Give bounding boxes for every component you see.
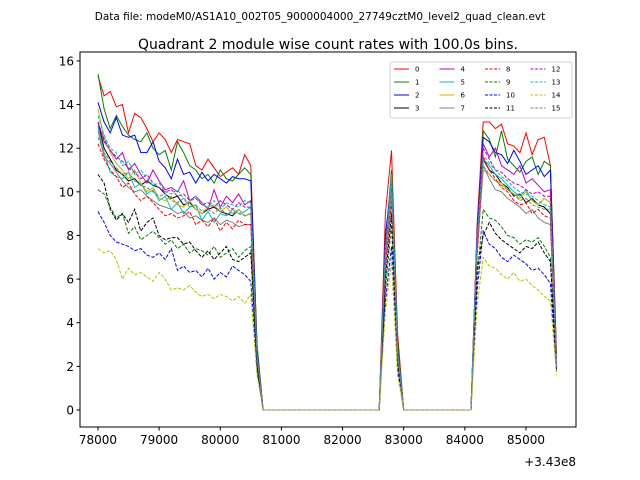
series-line-5 [97, 126, 558, 411]
legend-label-15: 15 [552, 105, 561, 113]
legend-label-4: 4 [461, 66, 466, 74]
x-tick-label: 81000 [262, 433, 300, 447]
series-line-12 [97, 121, 558, 411]
y-tick-label: 16 [59, 54, 74, 68]
x-tick-label: 80000 [201, 433, 239, 447]
legend-label-0: 0 [415, 66, 419, 74]
series-line-11 [97, 174, 558, 411]
series-line-4 [97, 121, 558, 411]
x-axis: 78000 79000 80000 81000 82000 83000 84000 85000 [79, 427, 545, 447]
legend-label-9: 9 [506, 79, 510, 87]
series-line-8 [97, 143, 558, 411]
x-tick-label: 85000 [507, 433, 545, 447]
legend-label-10: 10 [506, 92, 515, 100]
legend-label-7: 7 [461, 105, 465, 113]
y-axis: 0 2 4 6 8 10 12 14 16 [59, 54, 80, 417]
legend-label-5: 5 [461, 79, 465, 87]
x-tick-label: 83000 [385, 433, 423, 447]
series-line-14 [97, 248, 558, 411]
series-line-1 [97, 73, 558, 411]
legend-label-2: 2 [415, 92, 419, 100]
series-lines [97, 73, 558, 411]
series-line-10 [97, 211, 558, 411]
legend-label-14: 14 [552, 92, 561, 100]
y-tick-label: 8 [66, 229, 74, 243]
legend-box [389, 61, 573, 119]
x-tick-label: 82000 [323, 433, 361, 447]
legend-label-6: 6 [461, 92, 466, 100]
x-tick-label: 84000 [446, 433, 484, 447]
legend-label-13: 13 [552, 79, 561, 87]
x-tick-label: 78000 [79, 433, 117, 447]
x-offset-label: +3.43e8 [524, 455, 576, 469]
y-tick-label: 4 [66, 316, 74, 330]
plot-frame [79, 51, 577, 428]
legend-label-1: 1 [415, 79, 419, 87]
x-tick-label: 79000 [140, 433, 178, 447]
series-line-15 [97, 137, 558, 411]
legend-label-8: 8 [506, 66, 510, 74]
legend-label-12: 12 [552, 66, 561, 74]
legend-label-3: 3 [415, 105, 419, 113]
series-line-13 [97, 115, 558, 411]
y-tick-label: 0 [66, 403, 74, 417]
series-line-3 [97, 121, 558, 411]
series-line-9 [97, 189, 558, 411]
y-tick-label: 2 [66, 360, 74, 374]
chart-title: Quadrant 2 module wise count rates with … [138, 37, 518, 53]
y-tick-label: 6 [66, 273, 74, 287]
y-tick-label: 12 [59, 142, 74, 156]
series-line-0 [97, 76, 558, 411]
y-tick-label: 14 [59, 98, 74, 112]
legend-label-11: 11 [506, 105, 515, 113]
y-tick-label: 10 [59, 185, 74, 199]
chart-suptitle: Data file: modeM0/AS1A10_002T05_90000040… [95, 11, 546, 23]
